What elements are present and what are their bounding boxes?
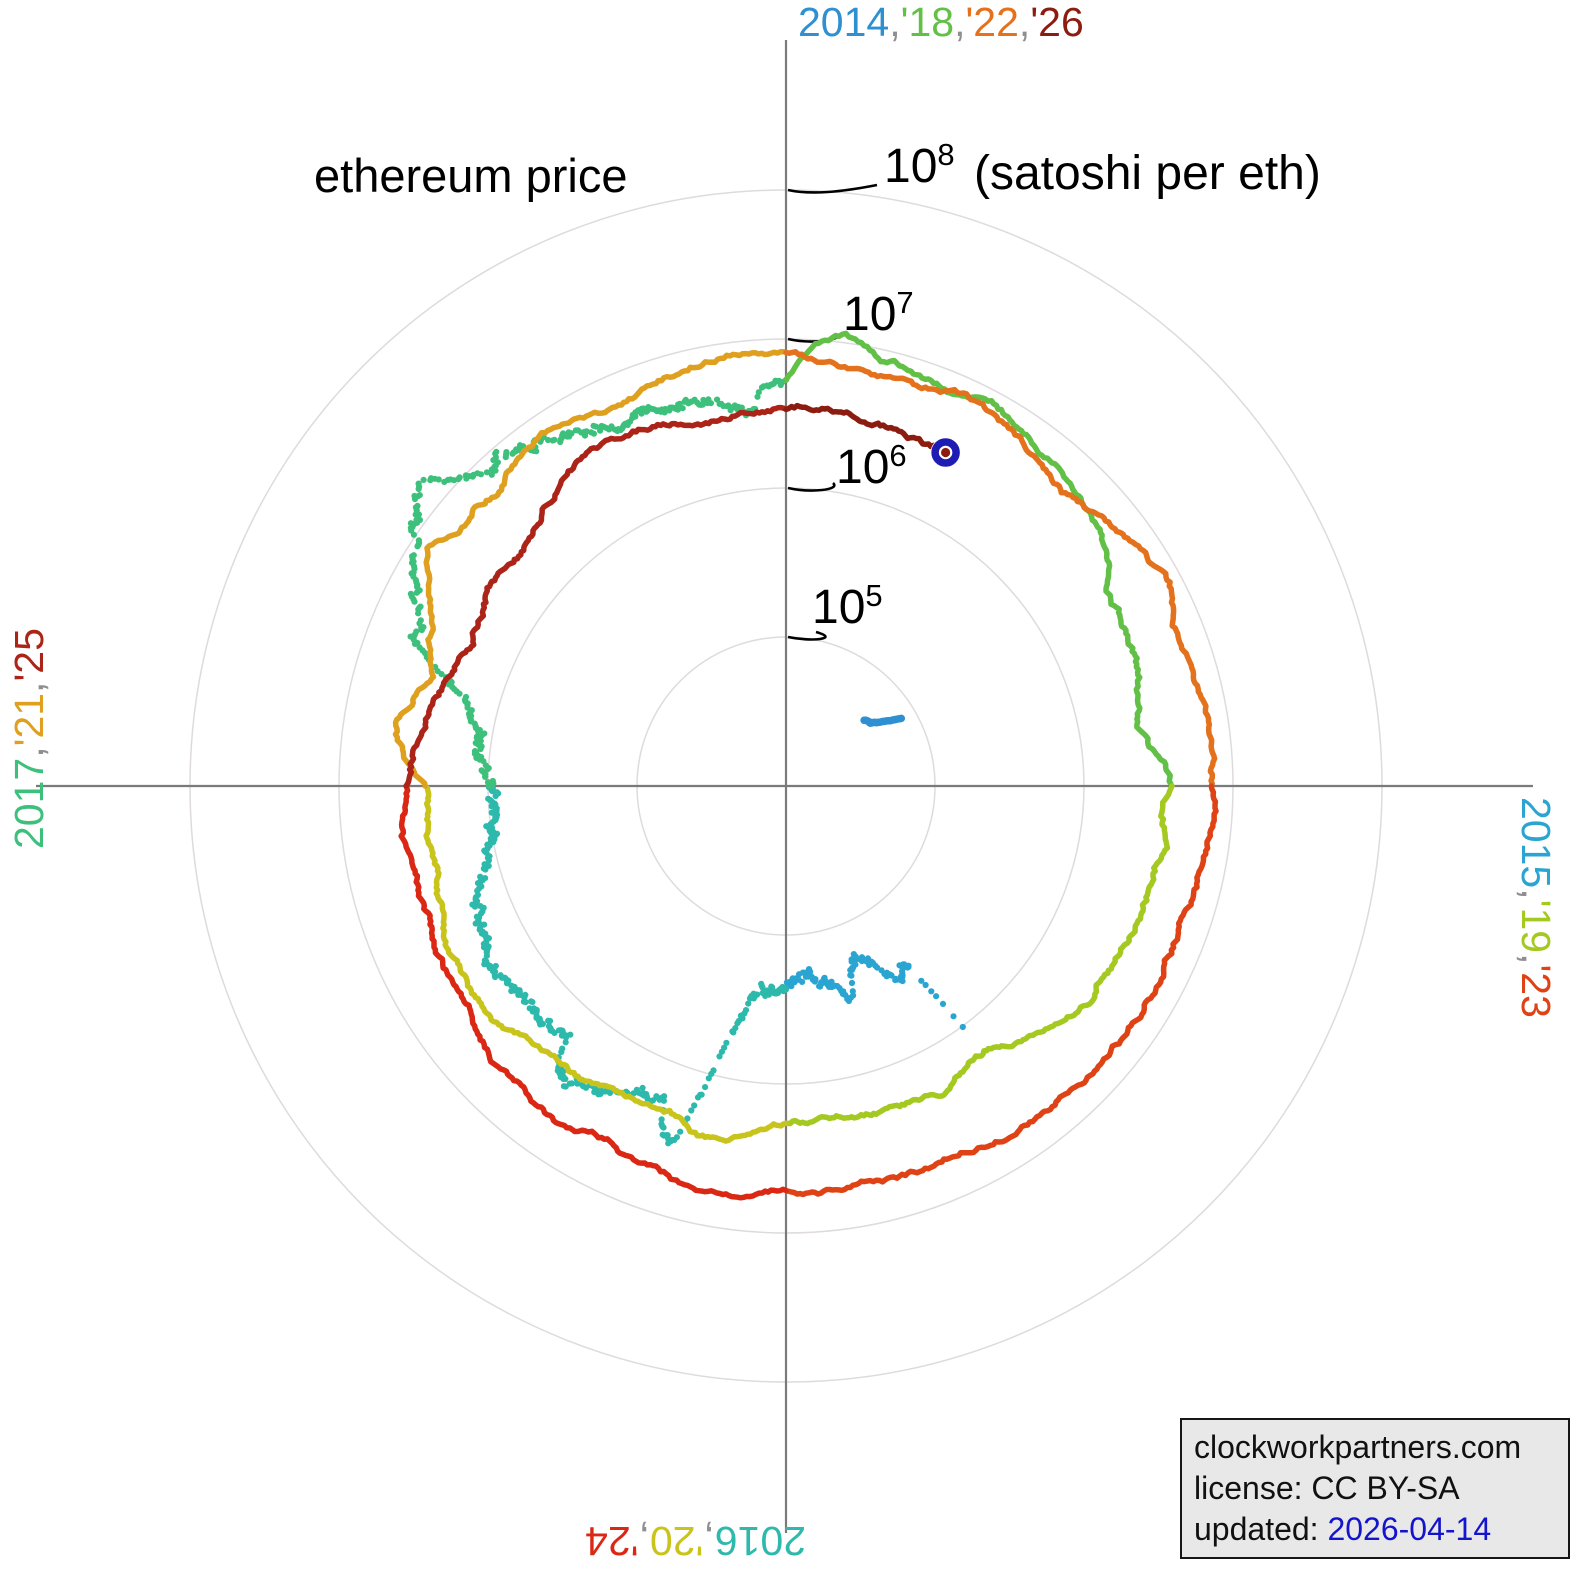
year-axis-label-top: 2014,'18,'22,'26 <box>798 2 1084 43</box>
attribution-site: clockworkpartners.com <box>1194 1429 1522 1465</box>
year-label-part: , <box>889 0 901 45</box>
attribution-box: clockworkpartners.com license: CC BY-SA … <box>1180 1418 1570 1559</box>
year-axis-label-left: 2017,'21,'25 <box>6 628 52 849</box>
year-label-part: , <box>6 681 52 693</box>
year-label-part: 2015 <box>1513 797 1559 889</box>
year-label-part: 2017 <box>6 757 52 849</box>
year-label-part: , <box>1513 953 1559 965</box>
chart-title: ethereum price <box>314 149 628 202</box>
attribution-updated: updated: 2026-04-14 <box>1194 1511 1492 1547</box>
year-label-part: '23 <box>1513 964 1559 1018</box>
year-label-part: '20 <box>649 1518 704 1564</box>
radial-axis-unit-label: (satoshi per eth) <box>974 147 1321 200</box>
year-axis-label-right: 2015,'19,'23 <box>1513 797 1559 1018</box>
radial-tick-1e5: 105 <box>812 578 883 634</box>
year-label-part: '19 <box>1513 899 1559 954</box>
year-label-part: 2014 <box>798 0 890 45</box>
year-axis-label-bottom: 2016,'20,'24 <box>585 1518 806 1564</box>
year-label-part: , <box>6 746 52 758</box>
year-label-part: , <box>1513 888 1559 900</box>
year-label-part: '25 <box>6 628 52 682</box>
year-label-part: , <box>638 1518 650 1564</box>
year-label-part: , <box>954 0 966 45</box>
year-label-part: , <box>703 1518 715 1564</box>
year-label-part: '18 <box>900 0 955 45</box>
radial-tick-1e7: 107 <box>843 285 914 341</box>
year-label-part: '22 <box>965 0 1019 45</box>
radial-tick-1e8: 108 <box>884 137 955 193</box>
year-label-part: , <box>1018 0 1031 45</box>
radial-tick-1e6: 106 <box>836 438 907 494</box>
year-label-part: '21 <box>6 692 52 747</box>
attribution-license: license: CC BY-SA <box>1194 1470 1460 1506</box>
year-label-part: 2016 <box>714 1518 806 1564</box>
updated-date: 2026-04-14 <box>1327 1511 1492 1547</box>
year-label-part: '26 <box>1030 0 1084 45</box>
year-label-part: '24 <box>585 1518 639 1564</box>
